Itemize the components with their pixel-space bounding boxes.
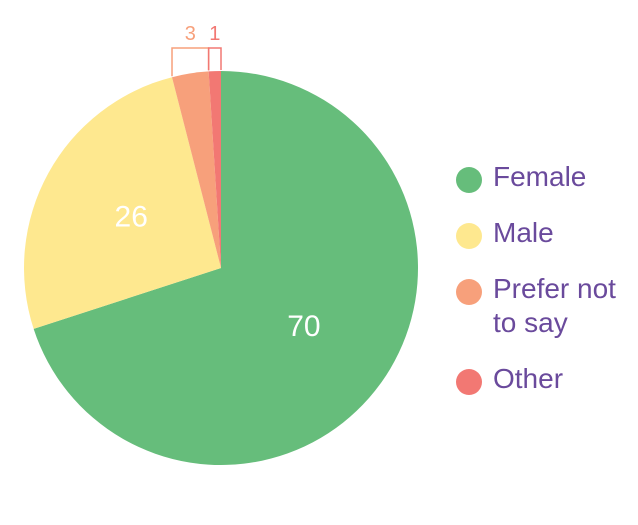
legend-label-other: Other: [493, 363, 564, 394]
slice-label-male: 26: [115, 201, 148, 234]
pie-slice-female: [33, 71, 418, 465]
callout-bracket-other: [207, 47, 222, 71]
slice-label-other: 1: [209, 23, 220, 45]
slice-label-female: 70: [287, 310, 320, 343]
legend-label-male: Male: [493, 217, 554, 248]
legend-swatch-male: [456, 223, 482, 249]
legend: Female Male Prefer not to say Other: [456, 160, 636, 418]
pie-slices: [23, 71, 418, 465]
slice-labels: 70 26 3 1: [115, 23, 321, 343]
slice-label-prefer-not-to-say: 3: [185, 23, 196, 45]
legend-label-prefer-not-to-say: Prefer not to say: [493, 273, 616, 338]
legend-swatch-prefer-not-to-say: [456, 279, 482, 305]
legend-swatch-other: [456, 369, 482, 395]
pie-slice-male: [23, 77, 221, 329]
legend-item-male: Male: [456, 216, 636, 250]
legend-item-prefer-not-to-say: Prefer not to say: [456, 272, 636, 340]
pie-slice-prefer-not-to-say: [172, 71, 221, 268]
legend-label-female: Female: [493, 161, 587, 192]
legend-swatch-female: [456, 167, 482, 193]
legend-item-other: Other: [456, 362, 636, 396]
slice-callouts: [171, 47, 222, 77]
legend-item-female: Female: [456, 160, 636, 194]
pie-slice-other: [208, 71, 221, 268]
